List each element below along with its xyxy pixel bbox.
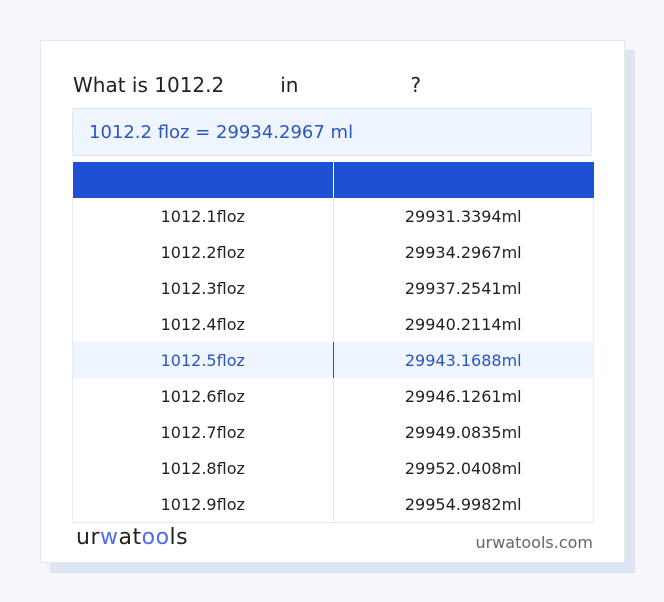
table-row: 1012.4floz 29940.2114ml (72, 306, 594, 342)
cell-ml: 29943.1688ml (333, 342, 594, 378)
title-prefix: What is 1012.2 (73, 73, 225, 97)
cell-ml: 29946.1261ml (404, 386, 522, 406)
conversion-table: 1012.1floz 29931.3394ml 1012.2floz 29934.29… (72, 162, 594, 523)
cell-floz: 1012.8floz (72, 450, 334, 486)
table-row: 1012.3floz 29937.2541ml (72, 270, 594, 306)
table-row: 1012.9floz 29954.9982ml (72, 486, 594, 523)
urwatools-logo[interactable]: urwatools (76, 525, 189, 550)
table-header (72, 162, 594, 198)
cell-ml: 29931.3394ml (404, 206, 522, 226)
title-suffix: ? (410, 73, 422, 97)
cell-floz: 1012.3floz (72, 270, 334, 306)
cell-ml: 29949.0835ml (404, 422, 522, 442)
header-to (333, 162, 594, 198)
cell-ml: 29954.9982ml (404, 494, 522, 514)
table-row: 1012.1floz 29931.3394ml (72, 198, 594, 234)
cell-floz: 1012.4floz (72, 306, 334, 342)
conversion-result: 1012.2 floz = 29934.2967 ml (72, 108, 592, 156)
table-row: 1012.7floz 29949.0835ml (72, 414, 594, 450)
header-from (72, 162, 334, 198)
table-row: 1012.5floz 29943.1688ml (72, 342, 594, 378)
table-row: 1012.6floz 29946.1261ml (72, 378, 594, 414)
cell-ml: 29940.2114ml (404, 314, 522, 334)
cell-ml: 29934.2967ml (404, 242, 522, 262)
cell-floz: 1012.5floz (72, 342, 334, 378)
cell-floz: 1012.6floz (72, 378, 334, 414)
cell-ml: 29952.0408ml (404, 458, 522, 478)
table-row: 1012.8floz 29952.0408ml (72, 450, 594, 486)
cell-floz: 1012.2floz (72, 234, 334, 270)
page-title: What is 1012.2 in? (73, 73, 421, 97)
cell-floz: 1012.7floz (72, 414, 334, 450)
conversion-card: What is 1012.2 in? 1012.2 floz = 29934.29… (40, 40, 625, 563)
title-middle: in (280, 73, 299, 97)
cell-floz: 1012.9floz (72, 486, 334, 523)
table-row: 1012.2floz 29934.2967ml (72, 234, 594, 270)
site-link[interactable]: urwatools.com (475, 533, 594, 552)
cell-floz: 1012.1floz (72, 198, 334, 234)
cell-ml: 29937.2541ml (404, 278, 522, 298)
